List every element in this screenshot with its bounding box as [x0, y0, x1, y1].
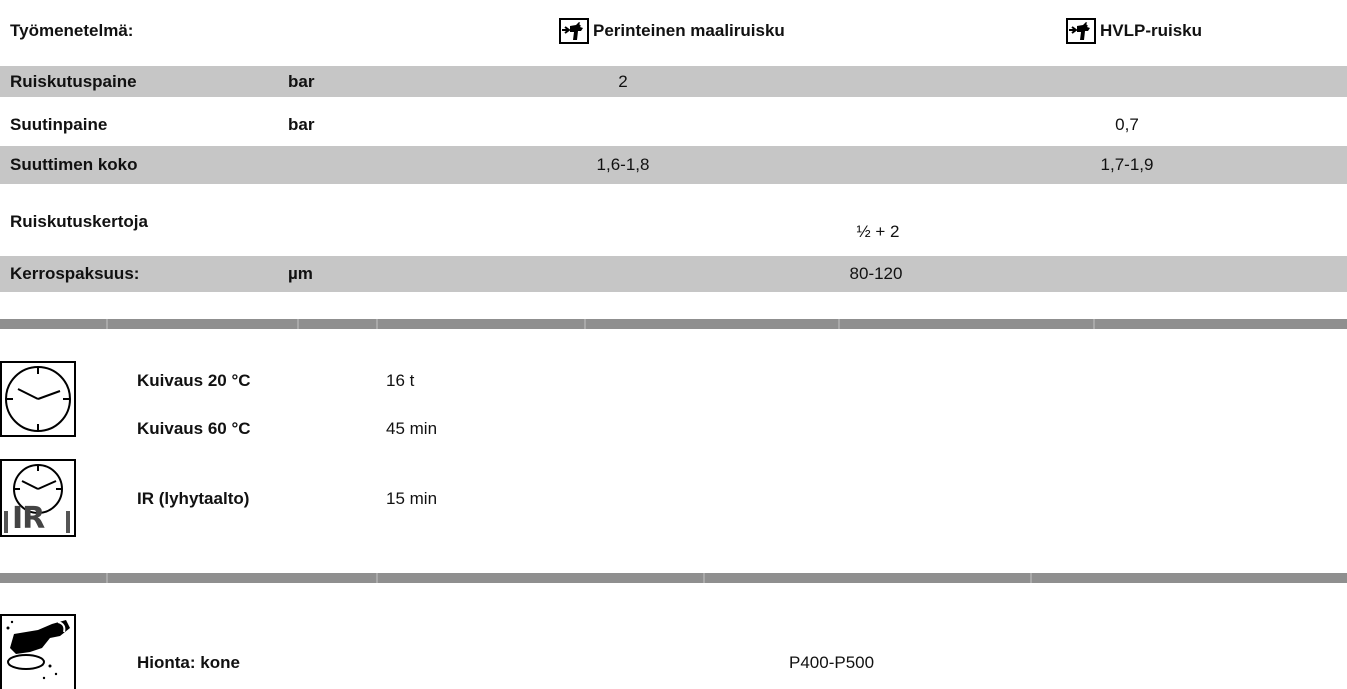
table-row: Suutinpaine bar 0,7 — [0, 110, 1347, 141]
row-value-shared: ½ + 2 — [856, 222, 900, 241]
clock-icon — [0, 361, 76, 437]
row-unit: µm — [288, 264, 313, 283]
row-label: Suuttimen koko — [10, 155, 138, 174]
row-label: Ruiskutuspaine — [10, 72, 137, 91]
drying-label: IR (lyhytaalto) — [137, 489, 250, 508]
sanding-label: Hionta: kone — [137, 653, 240, 672]
section-divider — [0, 573, 1347, 583]
table-row: Ruiskutuskertoja ½ + 2 — [0, 184, 1347, 252]
row-unit: bar — [288, 72, 315, 91]
drying-label: Kuivaus 20 °C — [137, 371, 251, 390]
method-conventional: Perinteinen maaliruisku — [593, 21, 785, 40]
table-row: Suuttimen koko 1,6-1,8 1,7-1,9 — [0, 146, 1347, 184]
sanding-value: P400-P500 — [789, 653, 875, 672]
row-unit: bar — [288, 115, 315, 134]
row-value-hvlp: 0,7 — [1115, 115, 1139, 134]
row-value-hvlp: 1,7-1,9 — [1100, 155, 1154, 174]
section-divider — [0, 319, 1347, 329]
drying-value: 16 t — [386, 371, 415, 390]
row-label: Ruiskutuskertoja — [10, 212, 148, 231]
row-value-shared: 80-120 — [849, 264, 903, 283]
method-hvlp: HVLP-ruisku — [1100, 21, 1203, 40]
spray-gun-icon — [1066, 18, 1096, 44]
ir-icon-text: IR — [12, 501, 45, 536]
drying-value: 45 min — [386, 419, 438, 438]
row-value-conventional: 1,6-1,8 — [596, 155, 650, 174]
row-value-conventional: 2 — [618, 72, 628, 91]
row-label: Kerrospaksuus: — [10, 264, 140, 283]
method-label: Työmenetelmä: — [10, 21, 134, 40]
drying-value: 15 min — [386, 489, 438, 508]
table-row: Kerrospaksuus: µm 80-120 — [0, 256, 1347, 292]
sanding-machine-icon — [0, 614, 76, 689]
table-row: Ruiskutuspaine bar 2 — [0, 66, 1347, 97]
drying-label: Kuivaus 60 °C — [137, 419, 251, 438]
ir-clock-icon: IR — [0, 459, 76, 537]
row-label: Suutinpaine — [10, 115, 108, 134]
spray-gun-icon — [559, 18, 589, 44]
